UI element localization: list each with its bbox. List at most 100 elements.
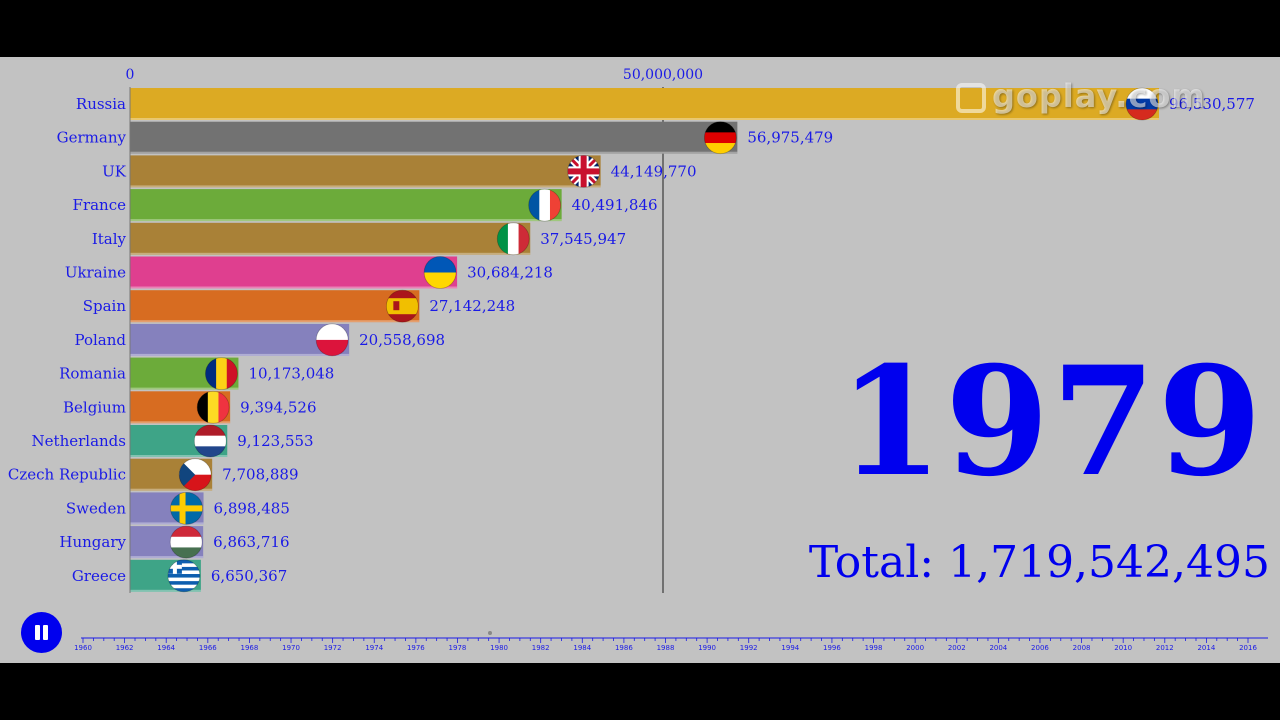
bar-edge: [130, 320, 420, 323]
timeline-year-label: 1984: [573, 644, 591, 652]
chart-area: 0 50,000,000 Russia 96,530,577 Germany 56,975…: [0, 57, 1280, 663]
timeline-year-label: 1998: [865, 644, 883, 652]
timeline-year-label: 2008: [1073, 644, 1091, 652]
bar-edge: [130, 556, 204, 559]
sweden-flag-icon: [170, 491, 203, 525]
timeline-year-label: 1980: [490, 644, 508, 652]
bar-spain: [130, 290, 420, 323]
timeline-year-label: 1970: [282, 644, 300, 652]
value-label: 56,975,479: [747, 129, 833, 147]
timeline-year-label: 2002: [948, 644, 966, 652]
timeline-year-label: 1978: [449, 644, 467, 652]
timeline-marker: [488, 631, 492, 635]
spain-flag-icon: [385, 289, 419, 323]
bar-edge: [130, 455, 228, 457]
total-label: Total: 1,719,542,495: [808, 537, 1270, 588]
timeline-year-label: 1968: [241, 644, 259, 652]
belgium-flag-icon: [196, 390, 230, 424]
category-label: UK: [102, 162, 127, 180]
watermark: goplay.com: [956, 77, 1206, 115]
timeline-year-label: 2000: [906, 644, 924, 652]
germany-flag-icon: [703, 121, 737, 155]
category-label: Hungary: [59, 533, 126, 551]
pause-button[interactable]: [21, 612, 62, 653]
category-label: Russia: [76, 95, 126, 113]
value-label: 44,149,770: [611, 162, 697, 180]
timeline-year-label: 1962: [116, 644, 134, 652]
bar-poland: [130, 323, 350, 356]
timeline-year-label: 2010: [1114, 644, 1132, 652]
value-label: 96,530,577: [1169, 95, 1255, 113]
greece-flag-icon: [167, 559, 201, 593]
bar-edge: [130, 219, 562, 222]
bar-edge: [130, 387, 239, 390]
value-label: 6,863,716: [213, 533, 289, 551]
value-label: 9,123,553: [237, 432, 313, 450]
value-label: 37,545,947: [540, 230, 626, 248]
category-label: Germany: [57, 129, 127, 147]
value-label: 20,558,698: [359, 331, 445, 349]
category-label: Romania: [59, 365, 126, 383]
bar-edge: [130, 589, 201, 592]
timeline-year-label: 1992: [740, 644, 758, 652]
italy-flag-icon: [496, 222, 530, 256]
russia-flag-icon: [1125, 87, 1159, 121]
bar-ukraine: [130, 256, 458, 289]
bar-edge: [130, 118, 1160, 120]
bar-edge: [130, 353, 350, 356]
bar-italy: [130, 222, 531, 255]
category-label: Belgium: [63, 398, 126, 416]
bar-edge: [130, 185, 601, 188]
value-label: 6,650,367: [211, 567, 287, 585]
timeline-year-label: 2006: [1031, 644, 1049, 652]
bar-edge: [130, 252, 531, 255]
category-label: Czech Republic: [8, 466, 126, 484]
timeline-year-label: 1974: [365, 644, 383, 652]
category-label: Greece: [72, 567, 126, 585]
timeline-year-label: 2014: [1197, 644, 1215, 652]
timeline-year-label: 1976: [407, 644, 425, 652]
bar-france: [130, 189, 562, 222]
timeline-year-label: 1994: [781, 644, 799, 652]
france-flag-icon: [528, 188, 562, 222]
timeline-year-label: 1982: [532, 644, 550, 652]
category-label: Italy: [92, 230, 127, 248]
value-label: 10,173,048: [248, 365, 334, 383]
hungary-flag-icon: [169, 525, 203, 559]
poland-flag-icon: [315, 323, 349, 357]
bar-edge: [130, 522, 204, 525]
timeline-year-label: 1960: [74, 644, 92, 652]
czech-flag-icon: [178, 458, 212, 492]
timeline-year-label: 1966: [199, 644, 217, 652]
bar-edge: [130, 151, 738, 154]
timeline-year-label: 1996: [823, 644, 841, 652]
netherlands-flag-icon: [193, 424, 227, 458]
value-label: 9,394,526: [240, 398, 316, 416]
uk-flag-icon: [567, 155, 601, 188]
category-label: Poland: [74, 331, 126, 349]
romania-flag-icon: [205, 357, 238, 391]
category-label: France: [73, 196, 127, 214]
category-label: Sweden: [66, 499, 126, 517]
watermark-text: goplay.com: [992, 77, 1206, 115]
bar-germany: [130, 121, 738, 154]
x-tick-label: 0: [126, 67, 135, 83]
bar-edge: [130, 488, 213, 491]
bar-edge: [130, 421, 231, 424]
year-label: 1979: [838, 334, 1264, 510]
timeline-year-label: 1964: [157, 644, 175, 652]
timeline-year-label: 2004: [989, 644, 1007, 652]
x-tick-label: 50,000,000: [623, 67, 703, 83]
bar-chart: 0 50,000,000 Russia 96,530,577 Germany 56,975…: [8, 67, 1268, 652]
category-label: Ukraine: [65, 264, 126, 282]
value-label: 27,142,248: [429, 297, 515, 315]
category-label: Spain: [83, 297, 127, 315]
value-label: 7,708,889: [222, 466, 298, 484]
category-label: Netherlands: [32, 432, 126, 450]
value-label: 30,684,218: [467, 264, 553, 282]
timeline-year-label: 1988: [657, 644, 675, 652]
goplay-logo-icon: [956, 83, 986, 113]
ukraine-flag-icon: [423, 256, 457, 289]
value-label: 40,491,846: [572, 196, 658, 214]
timeline-year-label: 1986: [615, 644, 633, 652]
